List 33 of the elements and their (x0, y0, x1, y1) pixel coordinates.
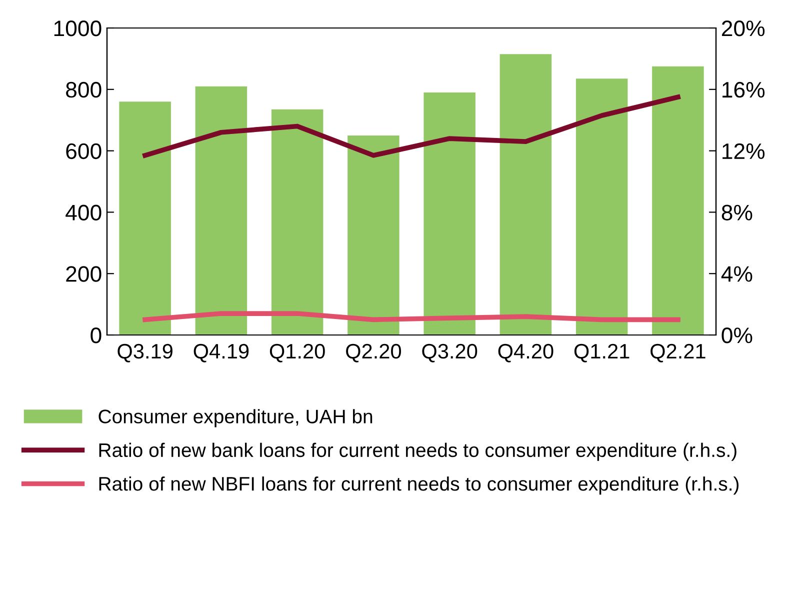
y2-tick-label: 0% (722, 328, 752, 344)
y-tick-label: 0 (90, 328, 102, 344)
legend-label: Ratio of new bank loans for current needs to consumer expenditure (r.h.s.) (99, 442, 736, 461)
y-tick-label: 200 (66, 266, 102, 282)
bar (576, 78, 628, 335)
bar (500, 54, 552, 335)
y-tick-label: 600 (66, 143, 102, 160)
legend-label: Consumer expenditure, UAH bn (98, 409, 372, 428)
bar (271, 109, 324, 335)
line-series (142, 94, 680, 158)
y2-tick-label: 8% (722, 204, 752, 220)
legend-label: Ratio of new NBFI loans for current needs to consumer expenditure (r.h.s.) (99, 476, 739, 495)
y-tick-label: 1000 (54, 20, 102, 36)
bar (424, 92, 476, 335)
y2-tick-label: 20% (722, 20, 765, 36)
line-series (142, 311, 680, 322)
bar (195, 86, 248, 335)
x-tick-label: Q3.20 (422, 344, 478, 362)
bar (652, 66, 704, 335)
x-tick-label: Q1.21 (574, 344, 630, 362)
x-tick-label: Q4.20 (498, 344, 554, 362)
bar (119, 102, 171, 335)
x-tick-label: Q2.20 (346, 344, 401, 362)
y2-tick-label: 4% (721, 266, 752, 282)
bar (348, 135, 400, 335)
y-tick-label: 400 (66, 204, 102, 220)
x-tick-label: Q1.20 (270, 344, 325, 362)
x-tick-label: Q4.19 (194, 344, 249, 362)
x-tick-label: Q2.21 (650, 344, 706, 362)
y2-tick-label: 12% (722, 143, 765, 159)
y-tick-label: 800 (66, 82, 102, 98)
y2-tick-label: 16% (722, 82, 765, 98)
x-tick-label: Q3.19 (118, 344, 172, 362)
